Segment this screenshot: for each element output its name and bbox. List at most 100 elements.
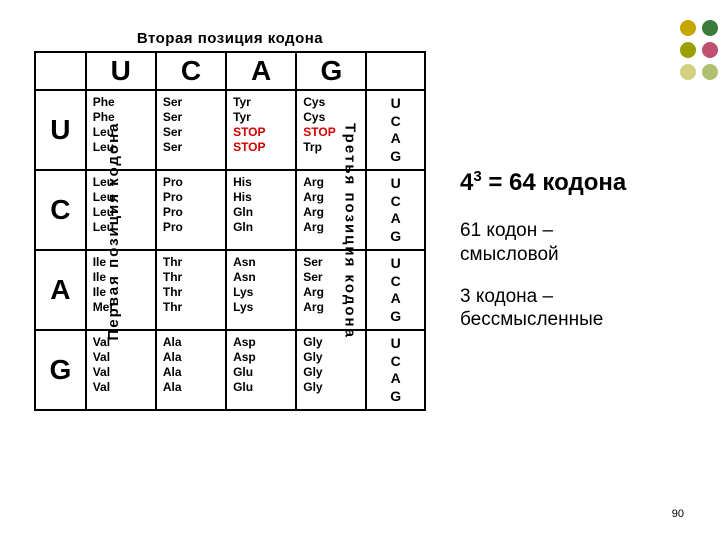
amino-acid: Glu bbox=[233, 380, 293, 395]
amino-acid: Thr bbox=[163, 300, 223, 315]
amino-acid: Pro bbox=[163, 175, 223, 190]
cell-GU: ValValValVal bbox=[86, 330, 156, 410]
formula-eq: = 64 кодона bbox=[482, 169, 627, 196]
amino-acid: Pro bbox=[163, 190, 223, 205]
amino-acid: Val bbox=[93, 380, 153, 395]
amino-acid: Ile bbox=[93, 270, 153, 285]
amino-acid: Pro bbox=[163, 220, 223, 235]
amino-acid: Phe bbox=[93, 110, 153, 125]
amino-acid: Gly bbox=[303, 350, 363, 365]
third-base: C bbox=[369, 193, 422, 211]
amino-acid: Val bbox=[93, 365, 153, 380]
third-base: U bbox=[369, 175, 422, 193]
row-head-A: A bbox=[35, 250, 86, 330]
third-base: U bbox=[369, 95, 422, 113]
sense-codons: 61 кодон – смысловой bbox=[460, 219, 710, 267]
amino-acid: Asn bbox=[233, 255, 293, 270]
amino-acid: Lys bbox=[233, 285, 293, 300]
third-pos-U: UCAG bbox=[366, 90, 425, 170]
third-base: G bbox=[369, 388, 422, 406]
dot bbox=[702, 64, 718, 80]
corner-cell bbox=[35, 52, 86, 90]
third-base: U bbox=[369, 255, 422, 273]
nonsense-codons: 3 кодона – бессмысленные bbox=[460, 285, 710, 333]
cell-GC: AlaAlaAlaAla bbox=[156, 330, 226, 410]
amino-acid: Leu bbox=[93, 125, 153, 140]
third-base: G bbox=[369, 148, 422, 166]
amino-acid: Lys bbox=[233, 300, 293, 315]
dot bbox=[680, 20, 696, 36]
amino-acid: Tyr bbox=[233, 95, 293, 110]
row-head-G: G bbox=[35, 330, 86, 410]
amino-acid: Leu bbox=[93, 140, 153, 155]
codon-table-block: Вторая позиция кодона Первая позиция код… bbox=[34, 30, 426, 411]
amino-acid: Ile bbox=[93, 255, 153, 270]
cell-AC: ThrThrThrThr bbox=[156, 250, 226, 330]
amino-acid: Phe bbox=[93, 95, 153, 110]
third-pos-G: UCAG bbox=[366, 330, 425, 410]
cell-CA: HisHisGlnGln bbox=[226, 170, 296, 250]
dot bbox=[680, 64, 696, 80]
amino-acid: Glu bbox=[233, 365, 293, 380]
amino-acid: Ser bbox=[163, 140, 223, 155]
third-base: G bbox=[369, 308, 422, 326]
amino-acid: Asn bbox=[233, 270, 293, 285]
amino-acid: Asp bbox=[233, 350, 293, 365]
amino-acid: Pro bbox=[163, 205, 223, 220]
third-base: A bbox=[369, 130, 422, 148]
amino-acid: Asp bbox=[233, 335, 293, 350]
amino-acid: Leu bbox=[93, 190, 153, 205]
amino-acid: Leu bbox=[93, 220, 153, 235]
cell-UA: TyrTyrSTOPSTOP bbox=[226, 90, 296, 170]
dot bbox=[680, 42, 696, 58]
row-head-U: U bbox=[35, 90, 86, 170]
dot bbox=[702, 42, 718, 58]
third-pos-C: UCAG bbox=[366, 170, 425, 250]
amino-acid: Thr bbox=[163, 270, 223, 285]
amino-acid: Thr bbox=[163, 255, 223, 270]
sense-n: 61 кодон – bbox=[460, 220, 553, 241]
dot bbox=[702, 20, 718, 36]
row-head-C: C bbox=[35, 170, 86, 250]
amino-acid: Ser bbox=[163, 95, 223, 110]
right-text-block: 43 = 64 кодона 61 кодон – смысловой 3 ко… bbox=[460, 168, 710, 350]
amino-acid: Thr bbox=[163, 285, 223, 300]
cell-GA: AspAspGluGlu bbox=[226, 330, 296, 410]
amino-acid: Gly bbox=[303, 380, 363, 395]
formula-base: 4 bbox=[460, 169, 473, 196]
amino-acid: Cys bbox=[303, 95, 363, 110]
corner-cell-r bbox=[366, 52, 425, 90]
formula-exp: 3 bbox=[473, 168, 481, 185]
top-axis-title: Вторая позиция кодона bbox=[34, 30, 426, 47]
col-head-G: G bbox=[296, 52, 366, 90]
amino-acid: Leu bbox=[93, 205, 153, 220]
codon-table: U C A G UPhePheLeuLeuSerSerSerSerTyrTyrS… bbox=[34, 51, 426, 411]
amino-acid: His bbox=[233, 190, 293, 205]
amino-acid: Val bbox=[93, 335, 153, 350]
amino-acid: Ala bbox=[163, 335, 223, 350]
nons-w: бессмысленные bbox=[460, 309, 603, 330]
amino-acid: Ser bbox=[163, 125, 223, 140]
cell-AA: AsnAsnLysLys bbox=[226, 250, 296, 330]
amino-acid: Gln bbox=[233, 220, 293, 235]
amino-acid: His bbox=[233, 175, 293, 190]
sense-w: смысловой bbox=[460, 244, 559, 265]
amino-acid: Ala bbox=[163, 365, 223, 380]
third-base: C bbox=[369, 273, 422, 291]
amino-acid: Gln bbox=[233, 205, 293, 220]
col-head-U: U bbox=[86, 52, 156, 90]
third-base: C bbox=[369, 113, 422, 131]
third-base: G bbox=[369, 228, 422, 246]
cell-UC: SerSerSerSer bbox=[156, 90, 226, 170]
amino-acid: STOP bbox=[233, 125, 293, 140]
third-base: A bbox=[369, 370, 422, 388]
page-number: 90 bbox=[672, 508, 684, 520]
amino-acid: Ala bbox=[163, 350, 223, 365]
cell-GG: GlyGlyGlyGly bbox=[296, 330, 366, 410]
amino-acid: Leu bbox=[93, 175, 153, 190]
amino-acid: Tyr bbox=[233, 110, 293, 125]
col-head-A: A bbox=[226, 52, 296, 90]
amino-acid: STOP bbox=[233, 140, 293, 155]
third-base: A bbox=[369, 290, 422, 308]
third-base: C bbox=[369, 353, 422, 371]
